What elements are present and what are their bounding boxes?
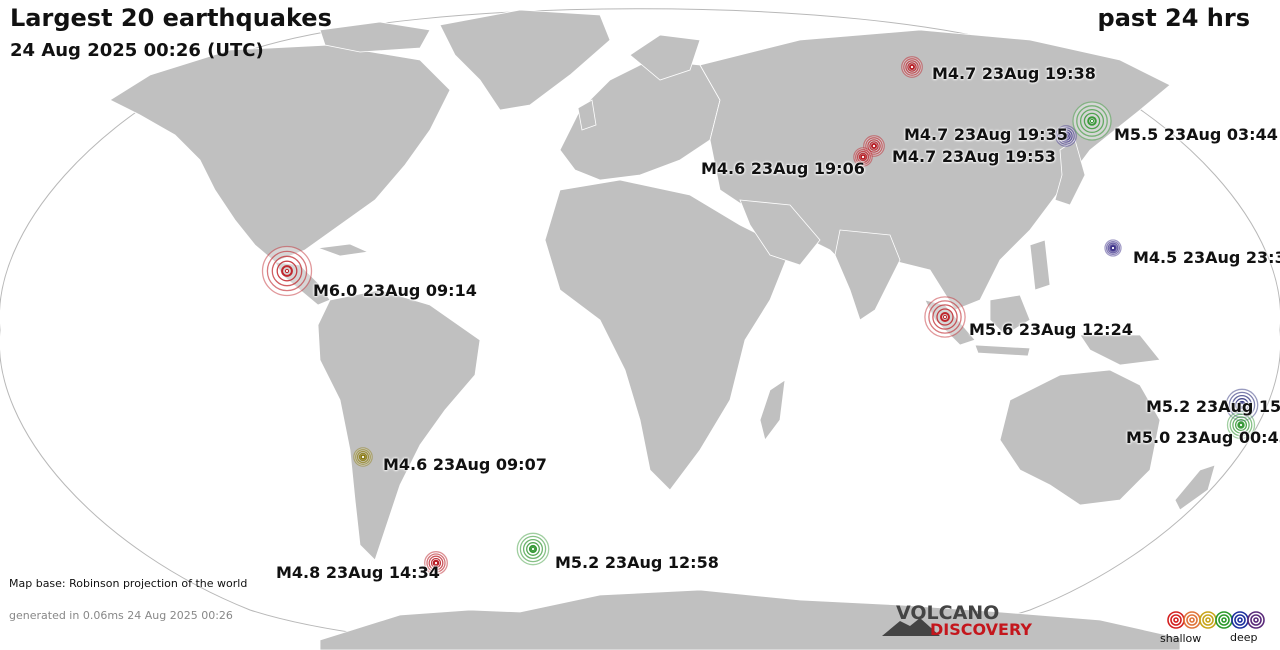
quake-marker	[863, 135, 885, 157]
legend-ring	[1170, 614, 1182, 626]
legend-shallow-label: shallow	[1160, 632, 1202, 645]
greenland	[439, 9, 611, 111]
map-base-note: Map base: Robinson projection of the wor…	[9, 577, 248, 590]
brand-volcano: VOLCANO	[896, 602, 1000, 624]
uk	[577, 99, 597, 131]
quake-marker	[1226, 410, 1256, 440]
quake-label: M4.7 23Aug 19:53	[892, 147, 1056, 166]
java	[974, 344, 1031, 357]
quake-marker	[261, 245, 313, 297]
quake-label: M6.0 23Aug 09:14	[313, 281, 477, 300]
north-america	[109, 44, 451, 263]
quake-label: M5.2 23Aug 15:4	[1146, 397, 1280, 416]
scandinavia	[629, 34, 701, 81]
new-guinea	[1079, 334, 1161, 366]
quake-label: M5.0 23Aug 00:43	[1126, 428, 1280, 447]
legend-ring	[1173, 617, 1179, 623]
time-period: past 24 hrs	[1097, 4, 1250, 32]
caribbean	[317, 243, 370, 257]
quake-label: M4.7 23Aug 19:38	[932, 64, 1096, 83]
antarctica	[319, 589, 1181, 650]
legend-ring	[1234, 614, 1246, 626]
legend-ring	[1189, 617, 1195, 623]
generated-note: generated in 0.06ms 24 Aug 2025 00:26	[9, 609, 233, 622]
quake-label: M5.6 23Aug 12:24	[969, 320, 1133, 339]
brand-discovery: DISCOVERY	[930, 620, 1033, 639]
india	[834, 229, 901, 321]
legend-ring	[1202, 614, 1214, 626]
quake-label: M4.6 23Aug 09:07	[383, 455, 547, 474]
madagascar	[759, 379, 786, 441]
quake-marker	[1104, 239, 1122, 257]
quake-markers	[261, 56, 1259, 575]
philippines	[1029, 239, 1051, 291]
quake-marker	[1055, 125, 1077, 147]
legend-deep-label: deep	[1230, 631, 1258, 644]
arctic-islands	[319, 21, 431, 53]
legend-ring	[1186, 614, 1198, 626]
japan	[1054, 139, 1086, 206]
legend-ring	[1247, 611, 1265, 629]
quake-marker	[516, 532, 550, 566]
quake-marker	[1072, 101, 1112, 141]
page-title: Largest 20 earthquakes	[10, 4, 332, 32]
legend-ring	[1218, 614, 1230, 626]
legend-ring	[1253, 617, 1259, 623]
africa	[544, 179, 791, 491]
legend-ring	[1237, 617, 1243, 623]
volcano-logo-icon	[882, 618, 940, 636]
quake-label: M4.8 23Aug 14:34	[276, 563, 440, 582]
quake-marker	[853, 147, 873, 167]
borneo	[989, 294, 1031, 336]
new-zealand	[1174, 464, 1216, 511]
quake-label: M4.5 23Aug 23:37	[1133, 248, 1280, 267]
timestamp: 24 Aug 2025 00:26 (UTC)	[10, 40, 264, 61]
legend-ring	[1221, 617, 1227, 623]
quake-marker	[1225, 388, 1259, 422]
land-masses	[109, 9, 1216, 650]
quake-marker	[353, 447, 373, 467]
south-america	[317, 289, 481, 561]
quake-label: M5.2 23Aug 12:58	[555, 553, 719, 572]
quake-label: M5.5 23Aug 03:44	[1114, 125, 1278, 144]
quake-label: M4.7 23Aug 19:35	[904, 125, 1068, 144]
quake-label: M4.6 23Aug 19:06	[701, 159, 865, 178]
australia	[999, 369, 1161, 506]
quake-marker	[901, 56, 923, 78]
legend-ring	[1205, 617, 1211, 623]
depth-legend-rings	[1167, 611, 1265, 629]
arabia	[739, 199, 821, 266]
legend-ring	[1250, 614, 1262, 626]
quake-marker	[424, 551, 448, 575]
quake-marker	[924, 296, 966, 338]
